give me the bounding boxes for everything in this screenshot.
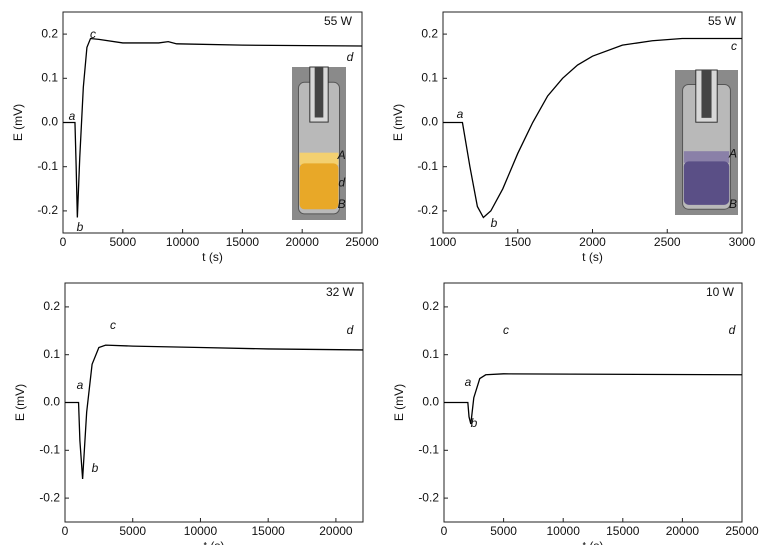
y-tick-label: -0.2 (418, 490, 439, 504)
x-tick-label: 0 (441, 524, 448, 538)
x-tick-label: 2500 (654, 235, 681, 249)
liquid-top (299, 152, 339, 165)
y-tick-label: 0.0 (41, 115, 58, 129)
inset-photo (292, 66, 346, 220)
inset-label: A (728, 146, 737, 160)
y-tick-label: 0.2 (43, 299, 60, 313)
x-tick-label: 15000 (226, 235, 260, 249)
x-tick-label: 5000 (119, 524, 146, 538)
plot-frame (443, 282, 743, 523)
y-axis-label: E (mV) (13, 384, 27, 421)
x-tick-label: 1000 (430, 235, 457, 249)
x-tick-label: 2000 (579, 235, 606, 249)
y-tick-label: -0.2 (37, 203, 58, 217)
y-tick-label: -0.1 (417, 159, 438, 173)
point-annotation: a (77, 378, 84, 392)
y-tick-label: -0.1 (418, 442, 439, 456)
x-tick-label: 0 (60, 235, 67, 249)
y-tick-label: 0.2 (421, 26, 438, 40)
y-tick-label: 0.0 (43, 395, 60, 409)
x-tick-label: 10000 (166, 235, 200, 249)
y-tick-label: -0.1 (37, 159, 58, 173)
x-tick-label: 3000 (729, 235, 756, 249)
x-tick-label: 20000 (319, 524, 353, 538)
point-annotation: a (457, 107, 464, 121)
x-axis-label: t (s) (582, 250, 603, 264)
y-tick-label: 0.2 (41, 26, 58, 40)
panel-title: 10 W (706, 285, 735, 299)
inset-label: B (338, 197, 346, 211)
point-annotation: b (77, 220, 84, 234)
x-tick-label: 15000 (606, 524, 640, 538)
y-tick-label: 0.0 (421, 115, 438, 129)
x-tick-label: 5000 (109, 235, 136, 249)
y-tick-label: 0.2 (422, 299, 439, 313)
liquid (299, 163, 339, 210)
electrode-core (701, 70, 712, 118)
panel-title: 55 W (708, 14, 737, 28)
line-series (444, 373, 743, 425)
inset-photo (675, 69, 738, 215)
x-tick-label: 20000 (666, 524, 700, 538)
y-tick-label: -0.2 (417, 203, 438, 217)
point-annotation: b (471, 416, 478, 430)
point-annotation: c (731, 39, 737, 53)
point-annotation: c (503, 323, 509, 337)
x-tick-label: 10000 (184, 524, 218, 538)
inset-label: d (338, 175, 345, 189)
point-annotation: b (92, 461, 99, 475)
y-axis-label: E (mV) (11, 104, 25, 141)
liquid-top (683, 151, 730, 163)
y-tick-label: 0.1 (422, 347, 439, 361)
x-tick-label: 10000 (547, 524, 581, 538)
y-axis-label: E (mV) (391, 104, 405, 141)
point-annotation: c (90, 27, 96, 41)
x-tick-label: 15000 (251, 524, 285, 538)
x-axis-label: t (s) (583, 539, 604, 545)
y-tick-label: 0.1 (41, 70, 58, 84)
y-tick-label: 0.1 (43, 347, 60, 361)
y-tick-label: -0.1 (39, 442, 60, 456)
line-series (65, 344, 364, 480)
y-tick-label: 0.1 (421, 70, 438, 84)
y-tick-label: -0.2 (39, 490, 60, 504)
x-tick-label: 20000 (286, 235, 320, 249)
y-axis-label: E (mV) (392, 384, 406, 421)
x-tick-label: 5000 (490, 524, 517, 538)
point-annotation: b (491, 216, 498, 230)
point-annotation: c (110, 318, 116, 332)
x-tick-label: 25000 (345, 235, 379, 249)
point-annotation: a (465, 375, 472, 389)
y-tick-label: 0.0 (422, 395, 439, 409)
electrode-core (314, 67, 324, 118)
point-annotation: a (69, 109, 76, 123)
inset-label: B (729, 197, 737, 211)
x-axis-label: t (s) (204, 539, 225, 545)
x-tick-label: 25000 (725, 524, 759, 538)
point-annotation: d (729, 323, 736, 337)
x-axis-label: t (s) (202, 250, 223, 264)
point-annotation: d (347, 323, 354, 337)
liquid (683, 161, 730, 205)
point-annotation: d (347, 50, 354, 64)
panel-title: 55 W (324, 14, 353, 28)
panel-title: 32 W (326, 285, 355, 299)
line-series (443, 37, 742, 219)
x-tick-label: 1500 (504, 235, 531, 249)
x-tick-label: 0 (62, 524, 69, 538)
line-series (63, 37, 363, 218)
inset-label: A (337, 148, 346, 162)
